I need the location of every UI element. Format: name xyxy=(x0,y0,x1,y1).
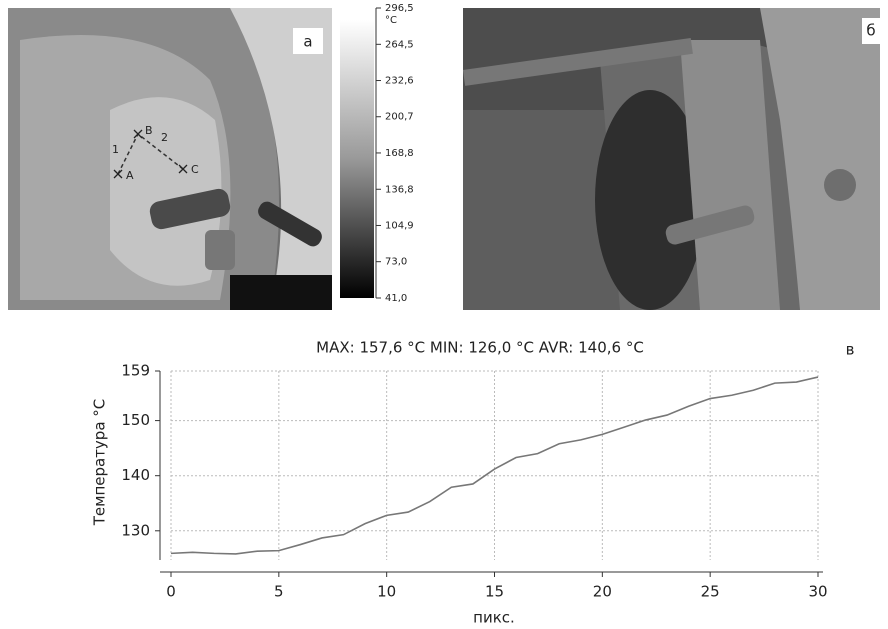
chart-title: MAX: 157,6 °C MIN: 126,0 °C AVR: 140,6 °… xyxy=(316,339,644,357)
y-tick-label: 130 xyxy=(121,521,150,539)
x-tick-label: 20 xyxy=(593,583,612,601)
colorbar xyxy=(340,20,374,298)
photo xyxy=(462,8,880,310)
y-tick-label: 150 xyxy=(121,411,150,429)
thermal-image xyxy=(8,8,332,310)
data-line xyxy=(170,376,819,555)
colorbar-tick-label: 232,6 xyxy=(385,76,414,87)
x-tick-label: 5 xyxy=(274,583,284,601)
y-tick-label: 159 xyxy=(121,362,150,380)
panel-label: в xyxy=(846,341,855,359)
colorbar-tick-label: 296,5 xyxy=(385,3,414,14)
colorbar-tick-label: 41,0 xyxy=(385,293,407,304)
x-axis-label: пикс. xyxy=(473,609,515,627)
panel-label: б xyxy=(866,22,875,40)
y-axis-label: Температура °C xyxy=(91,399,109,527)
point-label: A xyxy=(126,169,134,182)
y-tick-label: 140 xyxy=(121,466,150,484)
colorbar-unit: °C xyxy=(385,15,397,26)
x-tick-label: 0 xyxy=(166,583,176,601)
colorbar-tick-label: 73,0 xyxy=(385,257,407,268)
colorbar-tick-label: 136,8 xyxy=(385,184,414,195)
x-tick-label: 30 xyxy=(808,583,827,601)
panel-label: а xyxy=(303,33,312,51)
colorbar-tick-label: 200,7 xyxy=(385,112,414,123)
segment-label: 2 xyxy=(161,131,168,144)
point-label: B xyxy=(145,124,153,137)
x-tick-label: 15 xyxy=(485,583,504,601)
colorbar-tick-label: 168,8 xyxy=(385,148,414,159)
segment-label: 1 xyxy=(112,143,119,156)
point-label: C xyxy=(191,163,199,176)
x-tick-label: 10 xyxy=(377,583,396,601)
colorbar-tick-label: 104,9 xyxy=(385,220,414,231)
colorbar-tick-label: 264,5 xyxy=(385,39,414,50)
x-tick-label: 25 xyxy=(701,583,720,601)
